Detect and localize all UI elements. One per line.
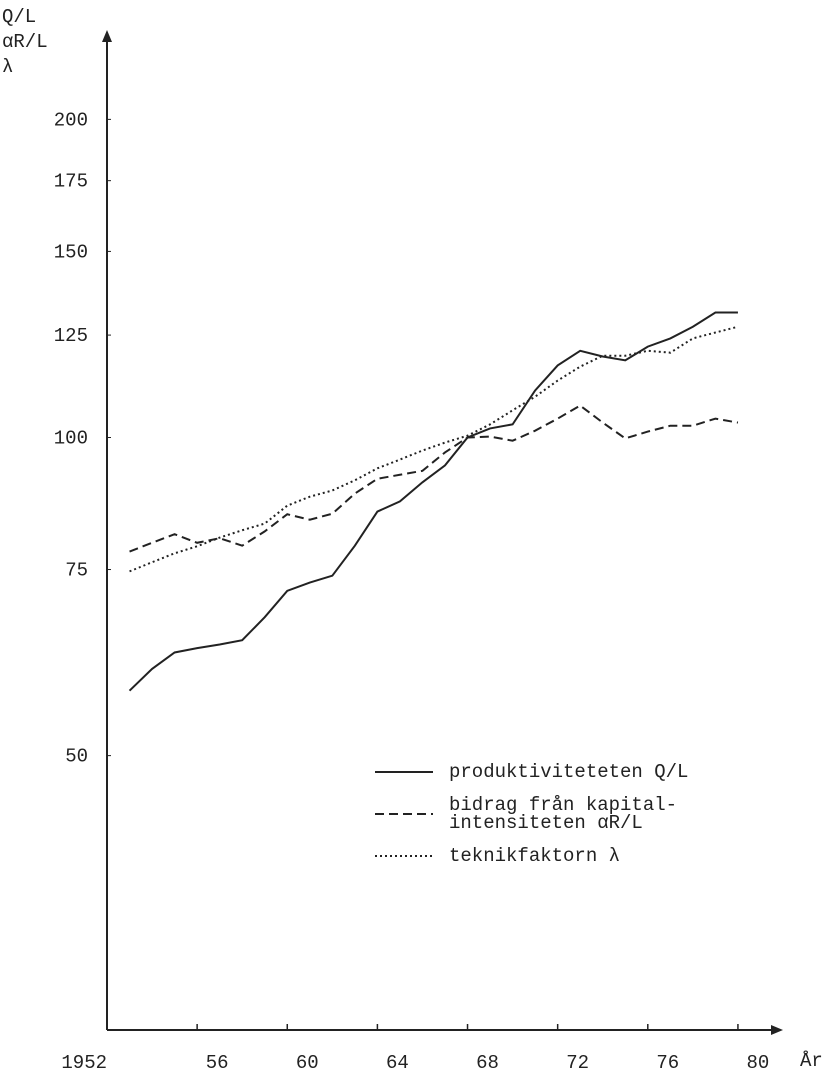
y-tick-label: 125 [54, 325, 88, 347]
series-line [128, 311, 738, 692]
x-tick-label: 80 [747, 1052, 770, 1074]
y-axis-label: Q/L [2, 6, 36, 28]
legend-swatch [375, 855, 433, 857]
legend-item: teknikfaktorn λ [375, 846, 688, 866]
y-tick-label: 100 [54, 427, 88, 449]
legend-item: bidrag från kapital- intensiteten αR/L [375, 794, 688, 834]
y-axis-arrow [102, 30, 112, 42]
y-tick-label: 50 [65, 746, 88, 768]
x-tick-label: 56 [206, 1052, 229, 1074]
legend-item: produktiviteteten Q/L [375, 762, 688, 782]
x-axis-arrow [771, 1025, 783, 1035]
y-tick-label: 200 [54, 109, 88, 131]
legend: produktiviteteten Q/L bidrag från kapital… [375, 762, 688, 880]
x-tick-label: 72 [566, 1052, 589, 1074]
x-tick-label: 64 [386, 1052, 409, 1074]
legend-swatch [375, 813, 433, 815]
x-tick-label: 1952 [61, 1052, 107, 1074]
y-axis-label: αR/L [2, 31, 48, 53]
x-axis-label: År [800, 1050, 823, 1072]
series-line [129, 325, 739, 573]
legend-label: bidrag från kapital- intensiteten αR/L [449, 794, 678, 834]
y-tick-label: 150 [54, 241, 88, 263]
y-axis-label: λ [2, 56, 13, 78]
y-tick-label: 75 [65, 560, 88, 582]
legend-swatch [375, 771, 433, 773]
legend-label: produktiviteteten Q/L [449, 761, 689, 783]
x-tick-label: 76 [656, 1052, 679, 1074]
y-tick-label: 175 [54, 171, 88, 193]
x-tick-label: 60 [296, 1052, 319, 1074]
legend-label: teknikfaktorn λ [449, 845, 621, 867]
series-line [129, 404, 739, 553]
x-tick-label: 68 [476, 1052, 499, 1074]
